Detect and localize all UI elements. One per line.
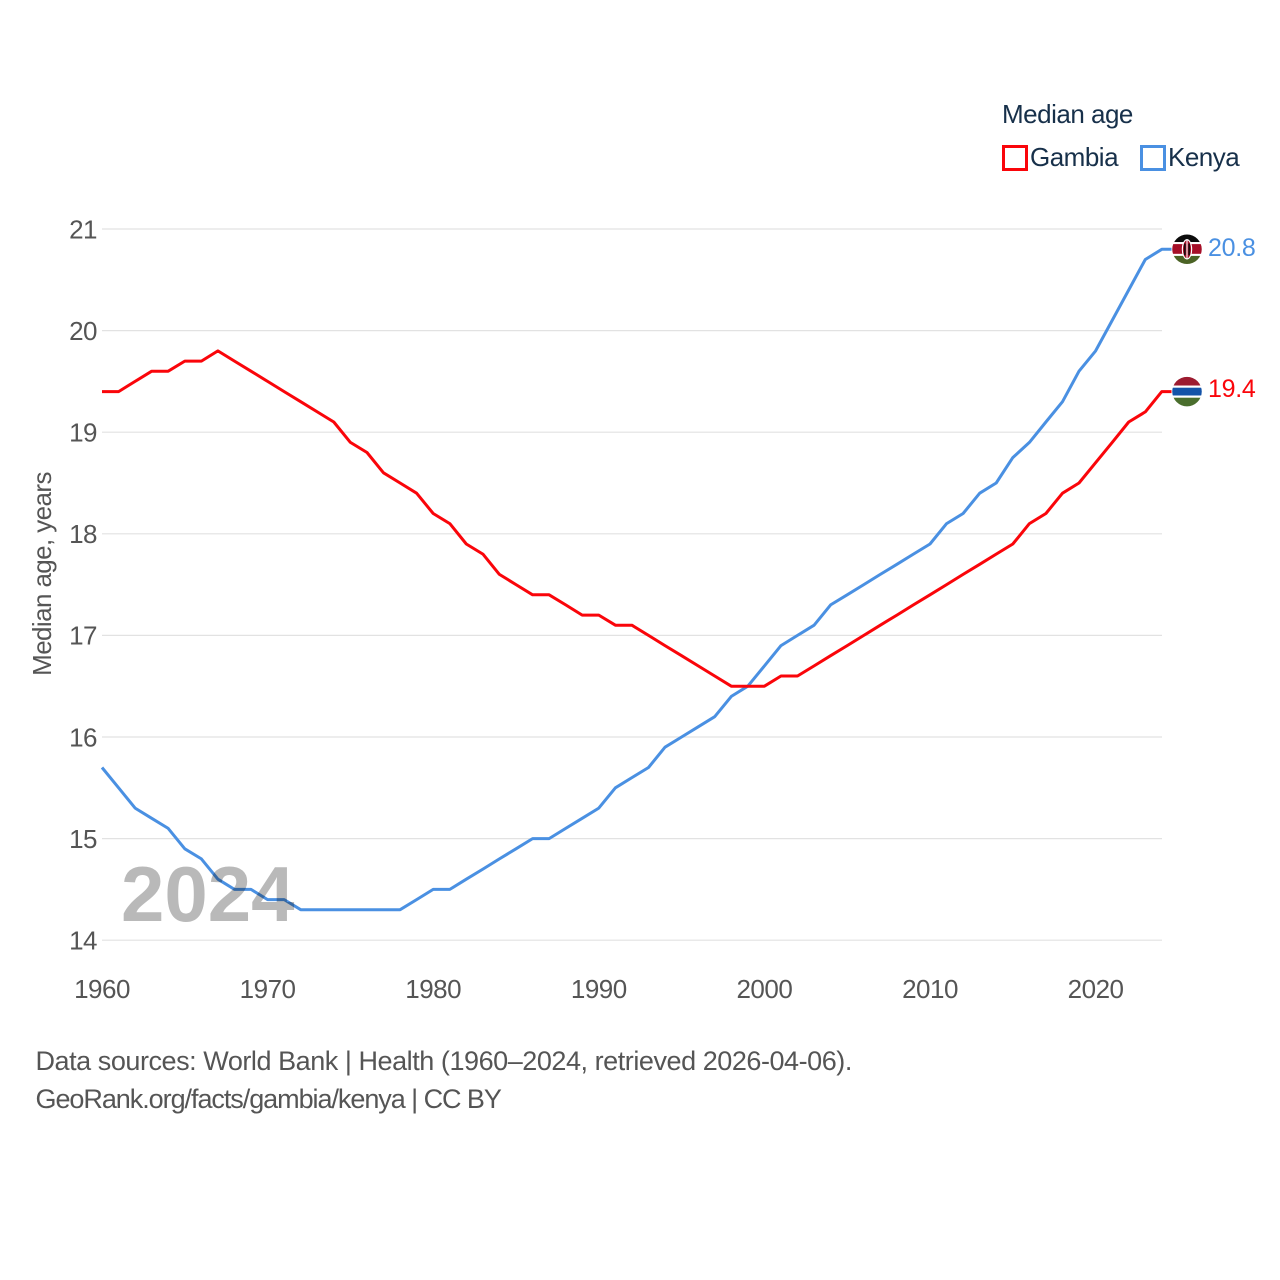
svg-text:Data sources: World Bank | Hea: Data sources: World Bank | Health (1960–… xyxy=(36,1046,852,1076)
svg-text:Gambia: Gambia xyxy=(1030,142,1119,172)
svg-text:20.8: 20.8 xyxy=(1208,234,1255,262)
svg-text:15: 15 xyxy=(69,824,97,854)
svg-text:Kenya: Kenya xyxy=(1168,142,1240,172)
svg-text:Median age: Median age xyxy=(1002,99,1133,129)
svg-text:14: 14 xyxy=(69,926,97,956)
svg-text:19: 19 xyxy=(69,418,97,448)
svg-text:1980: 1980 xyxy=(405,974,461,1004)
svg-text:2020: 2020 xyxy=(1068,974,1124,1004)
svg-text:17: 17 xyxy=(69,621,97,651)
svg-text:2024: 2024 xyxy=(121,850,295,938)
svg-text:20: 20 xyxy=(69,316,97,346)
svg-text:16: 16 xyxy=(69,722,97,752)
svg-text:1970: 1970 xyxy=(240,974,296,1004)
svg-text:Median age, years: Median age, years xyxy=(27,472,57,676)
svg-text:21: 21 xyxy=(69,214,97,244)
svg-text:18: 18 xyxy=(69,519,97,549)
svg-text:GeoRank.org/facts/gambia/kenya: GeoRank.org/facts/gambia/kenya | CC BY xyxy=(36,1084,502,1114)
svg-text:1990: 1990 xyxy=(571,974,627,1004)
svg-text:2000: 2000 xyxy=(736,974,792,1004)
svg-text:19.4: 19.4 xyxy=(1208,375,1256,403)
svg-text:2010: 2010 xyxy=(902,974,958,1004)
svg-text:1960: 1960 xyxy=(74,974,130,1004)
